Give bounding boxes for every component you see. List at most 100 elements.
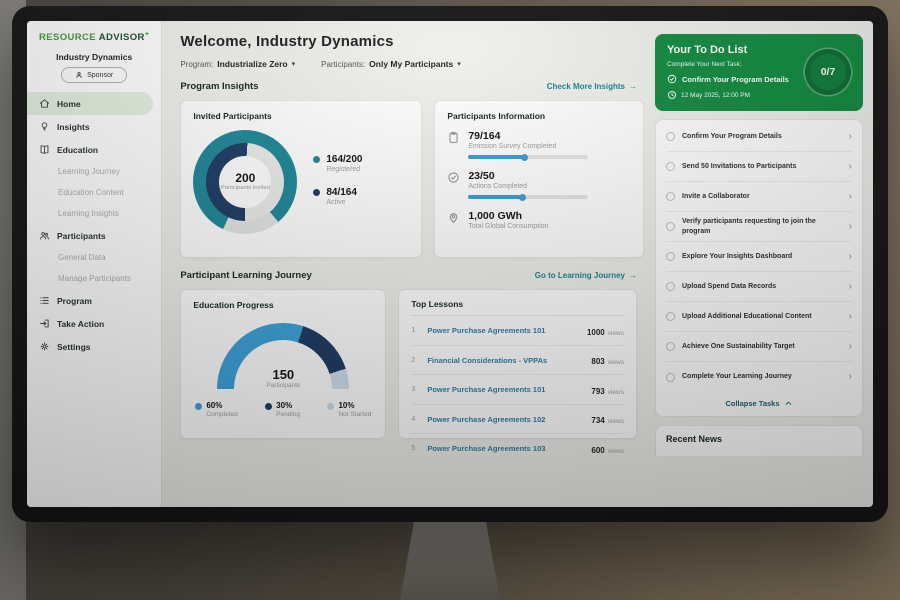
not-started-value: 10% bbox=[338, 401, 355, 410]
task-item[interactable]: Confirm Your Program Details › bbox=[666, 122, 852, 152]
sidebar-item-education[interactable]: Education bbox=[27, 138, 161, 161]
sidebar-item-take-action[interactable]: Take Action bbox=[27, 312, 161, 335]
task-item[interactable]: Complete Your Learning Journey › bbox=[666, 362, 852, 392]
task-item[interactable]: Explore Your Insights Dashboard › bbox=[666, 242, 852, 272]
sponsor-badge[interactable]: Sponsor bbox=[61, 67, 128, 84]
collapse-tasks-label: Collapse Tasks bbox=[725, 399, 780, 408]
chevron-right-icon: › bbox=[848, 130, 852, 142]
insights-cards-row: Invited Participants 200 Participants In… bbox=[180, 100, 645, 258]
sidebar-item-insights[interactable]: Insights bbox=[27, 115, 161, 138]
due-date-label: 12 May 2025, 12:00 PM bbox=[681, 91, 751, 99]
logo-primary: RESOURCE bbox=[39, 32, 97, 44]
teal-dot-icon bbox=[313, 155, 321, 163]
task-label: Achieve One Sustainability Target bbox=[682, 342, 795, 350]
sidebar-item-participants[interactable]: Participants bbox=[27, 224, 161, 247]
actions-completed-stat: 23/50 Actions Completed bbox=[447, 170, 631, 201]
legend-active: 84/164 Active bbox=[313, 187, 362, 206]
chevron-down-icon: ▾ bbox=[457, 61, 461, 68]
lesson-link[interactable]: Financial Considerations - VPPAs bbox=[427, 355, 548, 365]
task-item[interactable]: Send 50 Invitations to Participants › bbox=[666, 152, 852, 182]
legend-pending: 30% Pending bbox=[265, 401, 300, 418]
sidebar-item-learning-journey[interactable]: Learning Journey bbox=[27, 161, 161, 182]
action-arrow-icon bbox=[39, 318, 50, 329]
task-checkbox[interactable] bbox=[666, 282, 675, 291]
lesson-views-count: 600 bbox=[591, 445, 605, 455]
chevron-right-icon: › bbox=[848, 190, 852, 202]
org-name: Industry Dynamics bbox=[56, 52, 133, 63]
program-filter[interactable]: Program: Industrialize Zero ▾ bbox=[180, 59, 295, 69]
top-lessons-card: Top Lessons 1 Power Purchase Agreements … bbox=[398, 289, 637, 455]
lesson-row[interactable]: 2 Financial Considerations - VPPAs 803 vi… bbox=[411, 346, 624, 375]
emission-survey-label: Emission Survey Completed bbox=[468, 143, 557, 150]
lesson-views-count: 734 bbox=[591, 416, 605, 425]
task-checkbox[interactable] bbox=[666, 252, 675, 261]
registered-label: Registered bbox=[326, 165, 361, 173]
legend-completed: 60% Completed bbox=[195, 401, 238, 418]
learning-cards-row: Education Progress 150 Participants 60% bbox=[180, 289, 637, 455]
sidebar-item-label: Learning Journey bbox=[58, 167, 120, 177]
monitor-screen: RESOURCE ADVISOR+ Industry Dynamics Spon… bbox=[27, 21, 873, 507]
sidebar-item-label: Manage Participants bbox=[58, 274, 131, 284]
lesson-link[interactable]: Power Purchase Agreements 101 bbox=[427, 385, 546, 394]
task-label: Complete Your Learning Journey bbox=[682, 373, 792, 381]
learning-journey-title: Participant Learning Journey bbox=[180, 270, 312, 281]
task-item[interactable]: Achieve One Sustainability Target › bbox=[666, 332, 852, 362]
go-to-learning-journey-label: Go to Learning Journey bbox=[534, 271, 625, 280]
task-checkbox[interactable] bbox=[666, 132, 675, 141]
lesson-row[interactable]: 3 Power Purchase Agreements 101 793 views bbox=[411, 375, 624, 405]
next-task[interactable]: Confirm Your Program Details bbox=[667, 74, 802, 84]
lesson-link[interactable]: Power Purchase Agreements 103 bbox=[427, 444, 546, 453]
sidebar-item-general-data[interactable]: General Data bbox=[27, 247, 161, 268]
task-label: Invite a Collaborator bbox=[682, 192, 750, 200]
lesson-row[interactable]: 1 Power Purchase Agreements 101 1000 view… bbox=[411, 316, 624, 346]
check-circle-icon bbox=[447, 171, 460, 184]
task-item[interactable]: Invite a Collaborator › bbox=[666, 182, 852, 212]
participants-filter[interactable]: Participants: Only My Participants ▾ bbox=[321, 59, 461, 69]
lesson-views-suffix: views bbox=[607, 388, 624, 396]
todo-tasks-card: Confirm Your Program Details › Send 50 I… bbox=[655, 119, 863, 417]
sidebar-item-program[interactable]: Program bbox=[27, 289, 161, 312]
lesson-row[interactable]: 5 Power Purchase Agreements 103 600 views bbox=[411, 434, 624, 463]
education-progress-title: Education Progress bbox=[193, 300, 274, 310]
lesson-views-suffix: views bbox=[607, 447, 624, 455]
task-checkbox[interactable] bbox=[666, 192, 675, 201]
task-checkbox[interactable] bbox=[666, 222, 675, 231]
filter-bar: Program: Industrialize Zero ▾ Participan… bbox=[180, 59, 637, 69]
sidebar-item-settings[interactable]: Settings bbox=[27, 335, 161, 358]
sidebar-item-home[interactable]: Home bbox=[27, 92, 154, 116]
task-checkbox[interactable] bbox=[666, 372, 675, 382]
sidebar-item-learning-insights[interactable]: Learning Insights bbox=[27, 203, 161, 224]
consumption-value: 1,000 GWh bbox=[468, 210, 523, 222]
sidebar-item-manage-participants[interactable]: Manage Participants bbox=[27, 268, 161, 289]
lesson-link[interactable]: Power Purchase Agreements 102 bbox=[427, 414, 546, 424]
task-label: Confirm Your Program Details bbox=[682, 132, 782, 140]
program-filter-label: Program: bbox=[180, 59, 214, 69]
lesson-row[interactable]: 4 Power Purchase Agreements 102 734 views bbox=[411, 405, 624, 434]
lesson-views-suffix: views bbox=[607, 329, 624, 337]
gauge-center-value: 150 bbox=[272, 367, 295, 382]
clock-icon bbox=[667, 90, 677, 100]
task-checkbox[interactable] bbox=[666, 342, 675, 351]
lesson-views-suffix: views bbox=[607, 418, 624, 425]
clipboard-icon bbox=[447, 131, 460, 144]
invited-participants-card: Invited Participants 200 Participants In… bbox=[180, 100, 423, 258]
go-to-learning-journey-link[interactable]: Go to Learning Journey → bbox=[535, 271, 637, 280]
chevron-right-icon: › bbox=[848, 371, 852, 382]
collapse-tasks-button[interactable]: Collapse Tasks bbox=[666, 392, 852, 413]
monitor-stand bbox=[400, 522, 500, 600]
task-checkbox[interactable] bbox=[666, 162, 675, 171]
task-item[interactable]: Upload Spend Data Records › bbox=[666, 272, 852, 302]
gauge-center-label: Participants bbox=[266, 382, 301, 389]
participants-information-title: Participants Information bbox=[447, 111, 546, 121]
task-checkbox[interactable] bbox=[666, 312, 675, 321]
lesson-link[interactable]: Power Purchase Agreements 101 bbox=[427, 326, 546, 335]
task-item[interactable]: Verify participants requesting to join t… bbox=[666, 212, 852, 242]
sidebar-item-education-content[interactable]: Education Content bbox=[27, 182, 161, 203]
emission-survey-value: 79/164 bbox=[468, 130, 501, 142]
sidebar-item-label: Learning Insights bbox=[58, 209, 119, 219]
lesson-views-count: 793 bbox=[591, 386, 605, 396]
sidebar-item-label: Take Action bbox=[57, 318, 105, 329]
task-item[interactable]: Upload Additional Educational Content › bbox=[666, 302, 852, 332]
arrow-right-icon: → bbox=[629, 271, 637, 280]
check-more-insights-link[interactable]: Check More Insights → bbox=[547, 82, 637, 91]
